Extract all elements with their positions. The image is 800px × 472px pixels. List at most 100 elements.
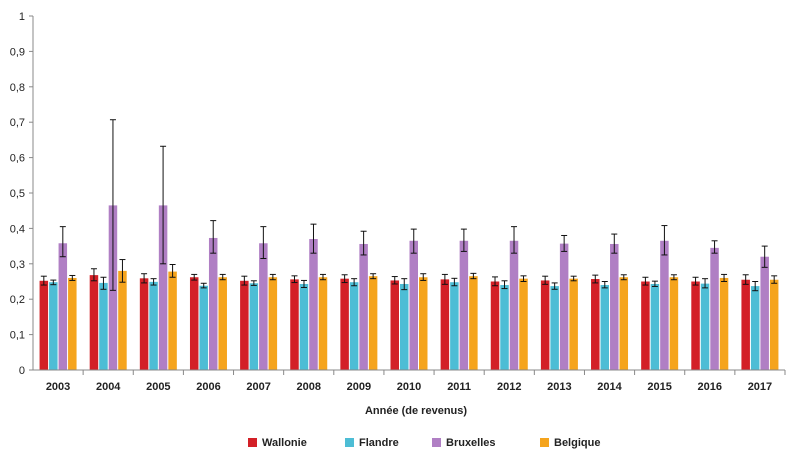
- bar-bruxelles-2009: [359, 243, 368, 370]
- bar-flandre-2014: [600, 285, 610, 370]
- bar-belgique-2008: [318, 277, 328, 370]
- bar-belgique-2006: [218, 277, 227, 370]
- bar-flandre-2005: [149, 281, 158, 370]
- legend-label-belgique: Belgique: [554, 437, 600, 449]
- bar-wallonie-2017: [741, 279, 750, 370]
- x-tick-label: 2007: [246, 381, 270, 393]
- bar-belgique-2017: [769, 279, 779, 370]
- bar-bruxelles-2003: [58, 243, 68, 370]
- bar-flandre-2013: [550, 286, 559, 370]
- x-tick-label: 2005: [146, 381, 170, 393]
- bar-wallonie-2005: [139, 278, 149, 370]
- x-tick-label: 2011: [447, 381, 471, 393]
- bar-bruxelles-2005: [158, 205, 168, 370]
- x-tick-label: 2008: [296, 381, 320, 393]
- x-tick-label: 2015: [647, 381, 671, 393]
- bar-wallonie-2011: [440, 279, 450, 370]
- bar-bruxelles-2007: [259, 243, 268, 370]
- bar-bruxelles-2011: [459, 240, 469, 370]
- y-tick-label: 0,9: [10, 46, 25, 58]
- y-axis-ticks: 0 0,1 0,2 0,3 0,4 0,5 0,6 0,7 0,8 0,9 1: [10, 11, 33, 377]
- x-tick-label: 2006: [196, 381, 220, 393]
- bar-flandre-2017: [750, 286, 760, 370]
- y-tick-label: 0,4: [10, 223, 25, 235]
- x-tick-label: 2014: [597, 381, 622, 393]
- y-tick-label: 1: [19, 11, 25, 23]
- bar-bruxelles-2006: [208, 237, 218, 370]
- bar-belgique-2003: [68, 277, 77, 370]
- bar-bruxelles-2008: [309, 239, 318, 370]
- y-tick-label: 0,2: [10, 294, 25, 306]
- x-tick-label: 2016: [698, 381, 722, 393]
- bar-flandre-2010: [400, 283, 409, 370]
- bars: [39, 205, 779, 370]
- bar-wallonie-2013: [540, 280, 550, 370]
- bar-bruxelles-2010: [409, 240, 418, 370]
- legend-swatch-wallonie: [248, 438, 257, 447]
- bar-bruxelles-2017: [760, 256, 769, 370]
- y-tick-label: 0,1: [10, 330, 25, 342]
- bar-belgique-2013: [569, 278, 578, 370]
- bar-wallonie-2012: [490, 281, 500, 370]
- bar-bruxelles-2012: [509, 240, 519, 370]
- axes: [32, 16, 785, 371]
- legend-label-flandre: Flandre: [359, 437, 399, 449]
- legend-label-wallonie: Wallonie: [262, 437, 307, 449]
- x-tick-label: 2010: [397, 381, 421, 393]
- bar-belgique-2005: [168, 271, 177, 370]
- bar-wallonie-2004: [89, 275, 99, 370]
- bar-bruxelles-2016: [710, 247, 719, 370]
- bar-bruxelles-2013: [559, 243, 569, 370]
- x-axis-ticks: 2003 2004 2005 2006 2007 2008 2009 2010 2011 2012…: [46, 370, 786, 393]
- bar-wallonie-2015: [641, 281, 650, 370]
- bar-belgique-2015: [669, 277, 679, 370]
- bar-flandre-2011: [450, 282, 459, 370]
- bar-flandre-2016: [700, 283, 710, 370]
- legend: Wallonie Flandre Bruxelles Belgique: [248, 437, 600, 449]
- bar-flandre-2004: [99, 282, 108, 370]
- bar-flandre-2006: [199, 285, 208, 370]
- x-tick-label: 2017: [748, 381, 772, 393]
- y-tick-label: 0,3: [10, 259, 25, 271]
- y-tick-label: 0,5: [10, 188, 25, 200]
- bar-wallonie-2006: [189, 277, 199, 370]
- bar-flandre-2009: [349, 282, 359, 370]
- bar-flandre-2007: [249, 283, 259, 370]
- bar-flandre-2008: [299, 283, 309, 370]
- bar-wallonie-2003: [39, 280, 49, 370]
- bar-wallonie-2016: [691, 281, 700, 370]
- x-tick-label: 2004: [96, 381, 121, 393]
- bar-belgique-2016: [719, 277, 729, 370]
- bar-wallonie-2008: [290, 279, 299, 370]
- legend-label-bruxelles: Bruxelles: [446, 437, 496, 449]
- legend-swatch-belgique: [540, 438, 549, 447]
- x-axis-title: Année (de revenus): [365, 405, 467, 417]
- bar-belgique-2009: [368, 276, 378, 370]
- bar-belgique-2010: [419, 277, 428, 370]
- x-tick-label: 2009: [347, 381, 371, 393]
- bar-bruxelles-2015: [660, 240, 669, 370]
- bar-wallonie-2007: [240, 280, 249, 370]
- bar-bruxelles-2014: [610, 243, 619, 370]
- y-tick-label: 0,8: [10, 82, 25, 94]
- x-tick-label: 2012: [497, 381, 521, 393]
- bar-flandre-2012: [500, 285, 509, 370]
- bar-belgique-2004: [118, 270, 127, 370]
- bar-belgique-2014: [619, 277, 629, 370]
- y-tick-label: 0,7: [10, 117, 25, 129]
- x-tick-label: 2003: [46, 381, 70, 393]
- bar-wallonie-2009: [340, 278, 349, 370]
- bar-belgique-2007: [268, 277, 278, 370]
- y-tick-label: 0,6: [10, 153, 25, 165]
- bar-belgique-2011: [469, 276, 478, 370]
- bar-flandre-2003: [49, 282, 58, 370]
- error-bars: [40, 119, 778, 292]
- bar-flandre-2015: [650, 283, 660, 370]
- x-tick-label: 2013: [547, 381, 571, 393]
- bar-wallonie-2010: [390, 280, 399, 370]
- bar-belgique-2012: [519, 278, 528, 370]
- bar-wallonie-2014: [591, 279, 600, 370]
- legend-swatch-bruxelles: [432, 438, 441, 447]
- y-tick-label: 0: [19, 365, 25, 377]
